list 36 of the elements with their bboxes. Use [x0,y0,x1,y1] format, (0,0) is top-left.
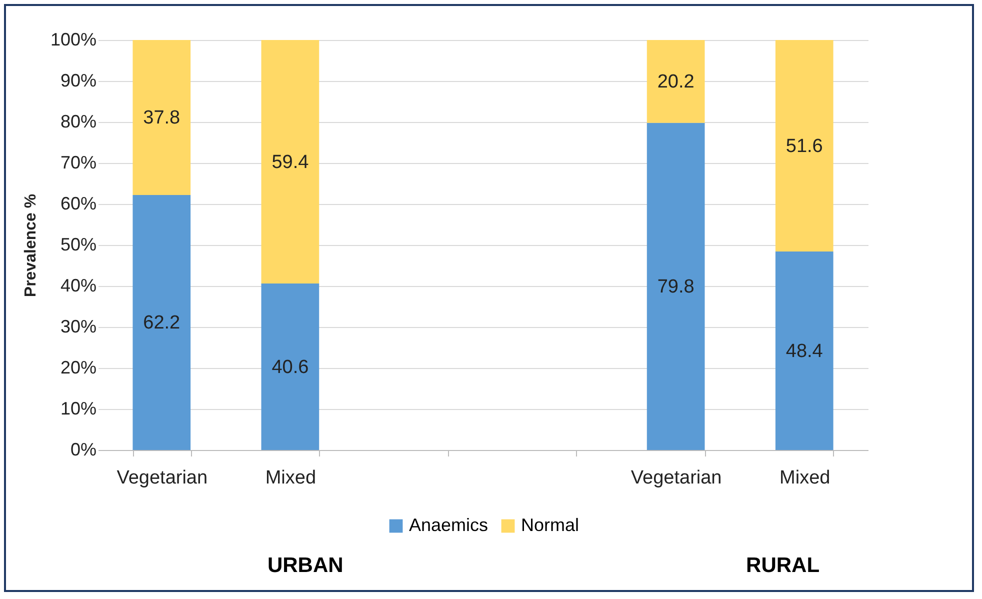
y-tick-label: 70% [60,152,96,172]
data-label: 51.6 [786,136,823,157]
legend-label: Normal [521,515,580,535]
bar [775,252,834,450]
bar [132,194,191,450]
y-tick-label: 50% [60,234,96,254]
data-label: 79.8 [657,276,694,298]
data-label: 48.4 [786,340,824,362]
y-tick-label: 20% [60,358,96,378]
bar [261,40,320,284]
x-tick-label: Mixed [780,468,830,488]
x-tick-label: Mixed [265,468,316,488]
y-tick-label: 10% [60,398,96,418]
data-label: 59.4 [272,152,310,173]
y-tick-label: 90% [60,70,96,90]
data-label: 20.2 [657,71,694,92]
y-tick-label: 80% [60,112,96,132]
data-label: 37.8 [143,107,180,128]
y-tick-label: 0% [70,440,96,460]
text: URBAN [267,554,344,578]
text: RURAL [746,554,820,578]
y-tick-label: 30% [60,316,96,336]
y-tick-label: 100% [50,30,96,50]
y-axis-title: Prevalence % [22,194,40,298]
data-label: 40.6 [272,356,309,378]
y-tick-label: 40% [60,276,96,296]
x-tick-label: Vegetarian [630,468,722,488]
legend-label: Anaemics [409,515,488,535]
bar [132,40,191,195]
data-label: 62.2 [143,312,180,334]
x-tick-label: Vegetarian [116,468,208,488]
bar [261,284,320,450]
y-tick-label: 60% [60,194,96,214]
bar [646,122,705,450]
bar [775,40,834,252]
bar [646,40,705,123]
